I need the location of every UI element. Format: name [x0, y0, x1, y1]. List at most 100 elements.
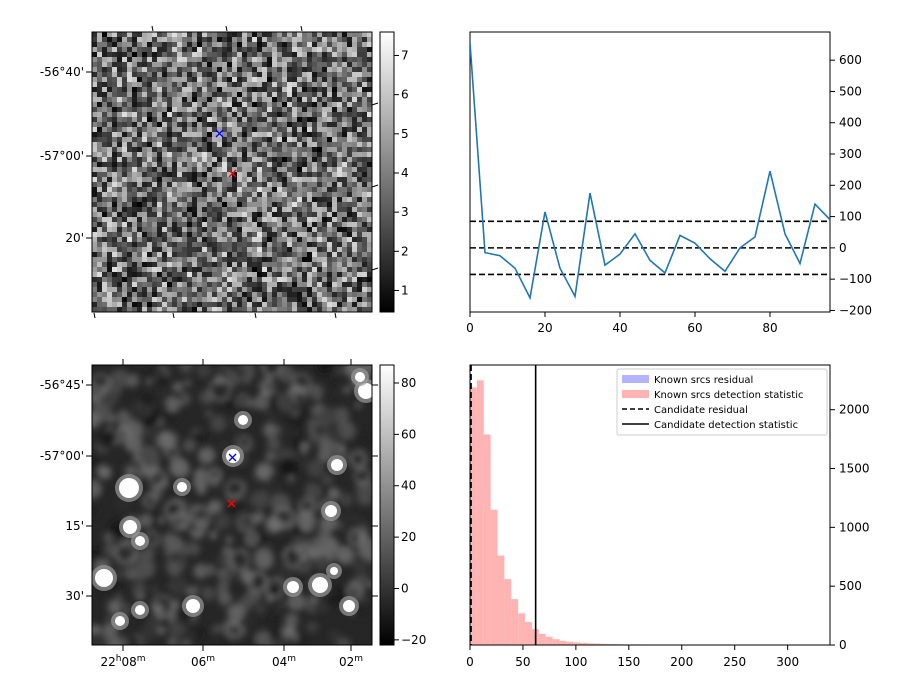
- gleam-cbar-tick-label: 20: [401, 530, 416, 544]
- histogram-bar: [476, 380, 484, 645]
- lightcurve-xtick-label: 40: [612, 321, 627, 335]
- lightcurve-xtick-label: 0: [466, 321, 474, 335]
- lightcurve-xticks: 0 20 40 60 80: [466, 312, 778, 335]
- gleam-xtick-label: 02m: [339, 654, 363, 669]
- legend-swatch: [622, 375, 649, 383]
- lightcurve-ytick-label: 300: [839, 147, 862, 161]
- histogram-xtick-label: 150: [617, 655, 640, 669]
- filter-ytick-label: -56°40': [40, 65, 84, 79]
- histogram-ytick-label: 1500: [839, 462, 870, 476]
- filter-cbar-tick-label: 5: [401, 127, 409, 141]
- gleam-source: [238, 415, 248, 425]
- lightcurve-ytick-label: 400: [839, 116, 862, 130]
- histogram-bar: [490, 509, 498, 645]
- lightcurve-ytick-label: 500: [839, 84, 862, 98]
- legend-label: Known srcs detection statistic: [654, 390, 803, 401]
- filter-colorbar-ticks: 1 2 3 4 5 6 7: [394, 48, 409, 297]
- gleam-source: [330, 567, 338, 575]
- gleam-source: [355, 372, 365, 382]
- histogram-bar: [552, 639, 560, 645]
- gleam-colorbar: [379, 364, 395, 646]
- gleam-ytick-label: -56°45': [40, 378, 84, 392]
- gleam-blue-cross-marker: [228, 453, 237, 462]
- legend-swatch: [622, 390, 649, 398]
- gleam-source: [312, 577, 328, 593]
- lightcurve-ytick-label: 0: [839, 241, 847, 255]
- legend-label: Candidate detection statistic: [654, 420, 798, 431]
- gleam-panel: 22h08m 06m 04m 02m -56°45' -57°00' 15' 30' −20…: [40, 359, 426, 669]
- lightcurve-panel: 0 20 40 60 80 −200 −100 0 100 200 300 400 500 600: [466, 31, 872, 335]
- histogram-bar: [525, 622, 532, 645]
- filter-colorbar: [379, 31, 395, 313]
- histogram-legend: Known srcs residual Known srcs detection …: [616, 368, 828, 436]
- histogram-xtick-label: 0: [466, 655, 474, 669]
- histogram-xtick-label: 300: [776, 655, 799, 669]
- histogram-xtick-label: 50: [515, 655, 530, 669]
- lightcurve-ytick-label: 600: [839, 53, 862, 67]
- histogram-bar: [504, 579, 512, 645]
- histogram-candidate-lines: [470, 365, 537, 645]
- histogram-xtick-label: 100: [564, 655, 587, 669]
- gleam-source: [95, 569, 113, 587]
- histogram-bar: [566, 641, 574, 645]
- filter-yticks: -56°40' -57°00' 20': [40, 65, 92, 245]
- legend-label: Candidate residual: [654, 405, 748, 416]
- gleam-xtick-label: 22h08m: [100, 654, 145, 669]
- gleam-source: [119, 478, 139, 498]
- filter-blue-cross-marker: [215, 129, 224, 138]
- histogram-ytick-label: 2000: [839, 403, 870, 417]
- lightcurve-ytick-label: 100: [839, 210, 862, 224]
- filter-cbar-tick-label: 3: [401, 205, 409, 219]
- gleam-source: [343, 600, 355, 612]
- gleam-source: [177, 482, 187, 492]
- filter-ytick-label: -57°00': [40, 149, 84, 163]
- legend-label: Known srcs residual: [654, 375, 753, 386]
- filter-cbar-tick-label: 1: [401, 283, 409, 297]
- gleam-cbar-tick-label: 80: [401, 376, 416, 390]
- gleam-frame: [91, 364, 373, 646]
- lightcurve-series: [470, 42, 830, 301]
- filter-frame-ticks: [93, 25, 379, 319]
- gleam-source: [325, 505, 337, 517]
- histogram-panel: 0 50 100 150 200 250 300 0 500 1000 1500 2000 Know…: [466, 364, 870, 669]
- histogram-bar: [593, 643, 601, 645]
- histogram-bar: [483, 434, 491, 645]
- lightcurve-ytick-label: −200: [839, 303, 872, 317]
- histogram-xtick-label: 200: [670, 655, 693, 669]
- gleam-ytick-label: -57°00': [40, 449, 84, 463]
- filter-cbar-tick-label: 7: [401, 48, 409, 62]
- gleam-source: [358, 383, 372, 399]
- histogram-yticks: 0 500 1000 1500 2000: [830, 403, 870, 652]
- gleam-cbar-tick-label: 40: [401, 479, 416, 493]
- filter-ytick-label: 20': [65, 231, 84, 245]
- lightcurve-frame: [469, 31, 831, 313]
- lightcurve-threshold-lines: [470, 220, 830, 276]
- lightcurve-yticks: −200 −100 0 100 200 300 400 500 600: [830, 53, 872, 317]
- gleam-source: [226, 449, 240, 463]
- gleam-source: [287, 581, 299, 593]
- gleam-cbar-tick-label: 0: [401, 581, 409, 595]
- histogram-bar: [511, 599, 519, 645]
- histogram-xticks: 0 50 100 150 200 250 300: [466, 645, 799, 669]
- filter-cbar-tick-label: 4: [401, 166, 409, 180]
- histogram-bar: [587, 643, 594, 645]
- gleam-cbar-tick-label: −20: [401, 633, 426, 647]
- lightcurve-ytick-label: 200: [839, 178, 862, 192]
- gleam-source: [115, 616, 125, 626]
- gleam-ytick-label: 30': [65, 589, 84, 603]
- gleam-xtick-label: 06m: [191, 654, 215, 669]
- lightcurve-xtick-label: 80: [762, 321, 777, 335]
- filter-panel: -56°40' -57°00' 20' 1 2 3 4 5 6 7: [40, 25, 409, 319]
- lightcurve-xtick-label: 60: [687, 321, 702, 335]
- histogram-frame: [469, 364, 831, 646]
- gleam-source: [135, 605, 145, 615]
- filter-image: [92, 32, 373, 313]
- gleam-source: [186, 599, 200, 613]
- gleam-xtick-label: 04m: [272, 654, 296, 669]
- histogram-bar: [573, 642, 581, 645]
- gleam-ytick-label: 15': [65, 519, 84, 533]
- histogram-bar: [518, 613, 526, 645]
- lightcurve-line: [470, 42, 830, 301]
- histogram-bar: [545, 636, 553, 645]
